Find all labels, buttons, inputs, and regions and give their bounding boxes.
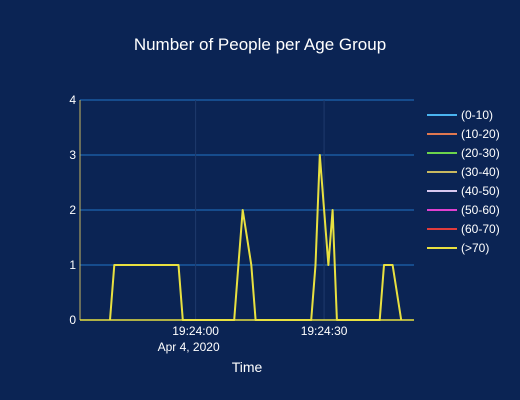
series-line-7 — [109, 154, 403, 321]
legend-item[interactable]: (>70) — [427, 241, 489, 255]
x-axis-title: Time — [232, 359, 263, 375]
x-tick-label: 19:24:30 — [301, 324, 348, 338]
x-tick-label: 19:24:00 — [172, 324, 219, 338]
legend-label: (60-70) — [461, 222, 500, 236]
legend-label: (30-40) — [461, 165, 500, 179]
legend-label: (40-50) — [461, 184, 500, 198]
x-tick-sublabel: Apr 4, 2020 — [158, 340, 220, 354]
legend-label: (0-10) — [461, 108, 493, 122]
legend-item[interactable]: (10-20) — [427, 127, 500, 141]
legend-item[interactable]: (40-50) — [427, 184, 500, 198]
y-tick-label: 1 — [69, 258, 76, 272]
legend-item[interactable]: (50-60) — [427, 203, 500, 217]
y-tick-label: 0 — [69, 313, 76, 327]
legend-label: (50-60) — [461, 203, 500, 217]
y-tick-label: 2 — [69, 203, 76, 217]
legend-label: (10-20) — [461, 127, 500, 141]
legend-label: (>70) — [461, 241, 489, 255]
legend-item[interactable]: (30-40) — [427, 165, 500, 179]
legend-item[interactable]: (60-70) — [427, 222, 500, 236]
chart-title: Number of People per Age Group — [134, 35, 386, 54]
y-tick-label: 4 — [69, 93, 76, 107]
legend-label: (20-30) — [461, 146, 500, 160]
y-tick-label: 3 — [69, 148, 76, 162]
legend-item[interactable]: (20-30) — [427, 146, 500, 160]
legend-item[interactable]: (0-10) — [427, 108, 493, 122]
